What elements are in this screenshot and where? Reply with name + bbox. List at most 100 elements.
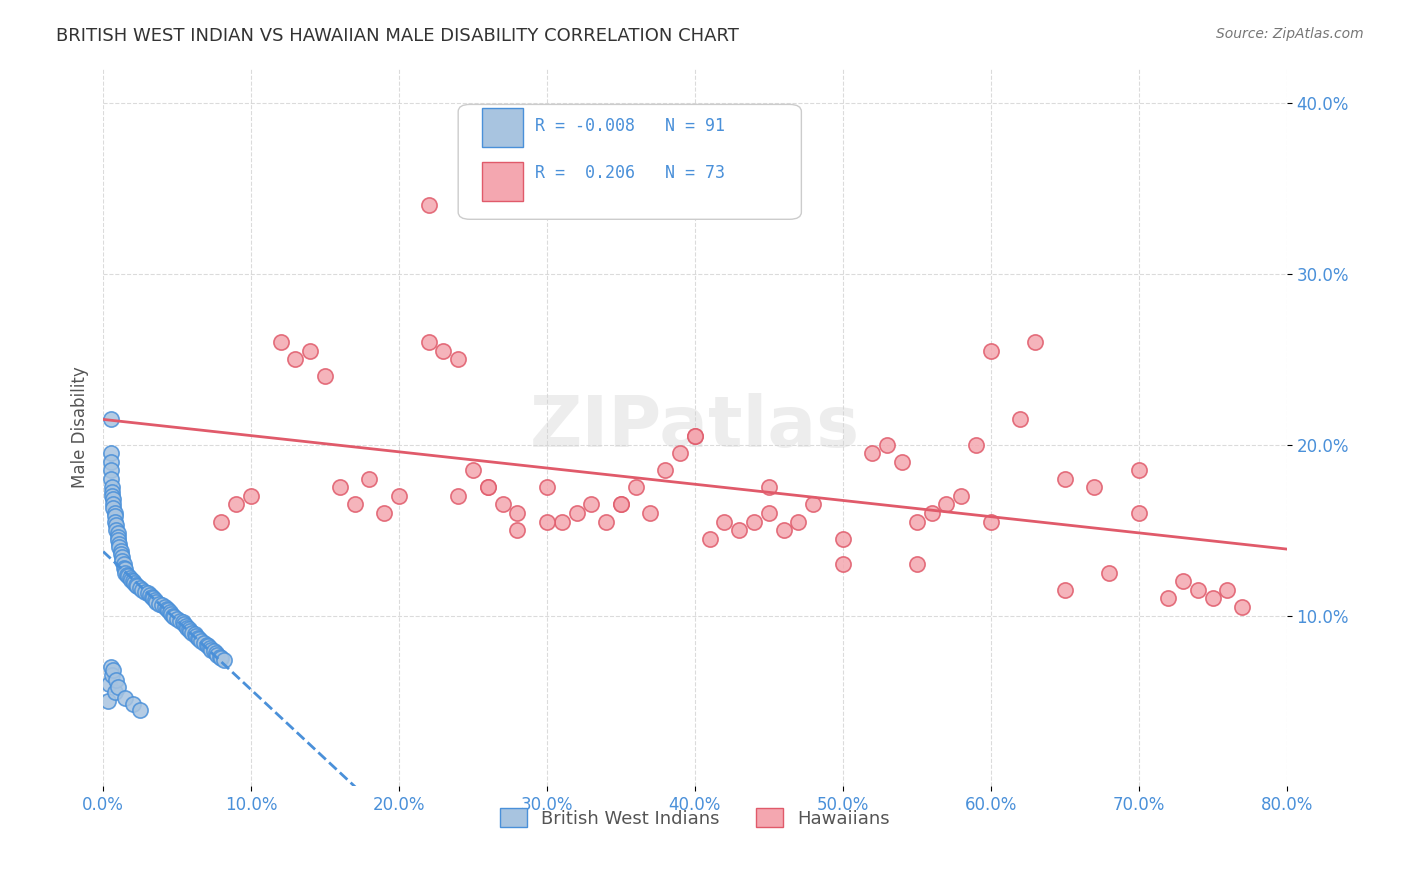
Legend: British West Indians, Hawaiians: British West Indians, Hawaiians	[492, 801, 897, 835]
Point	[114, 690, 136, 705]
Point	[787, 515, 810, 529]
Point	[103, 497, 125, 511]
Point	[1053, 582, 1076, 597]
Point	[699, 532, 721, 546]
Point	[1187, 582, 1209, 597]
Point	[536, 480, 558, 494]
Point	[103, 500, 125, 515]
Point	[1171, 574, 1194, 589]
Text: Source: ZipAtlas.com: Source: ZipAtlas.com	[1216, 27, 1364, 41]
Text: R = -0.008   N = 91: R = -0.008 N = 91	[536, 117, 725, 135]
Point	[831, 532, 853, 546]
Point	[145, 595, 167, 609]
Point	[121, 698, 143, 712]
Point	[114, 566, 136, 580]
Point	[148, 597, 170, 611]
Point	[669, 446, 692, 460]
Point	[506, 506, 529, 520]
Point	[876, 437, 898, 451]
Point	[184, 627, 207, 641]
Point	[1098, 566, 1121, 580]
Point	[581, 497, 603, 511]
Point	[935, 497, 957, 511]
Point	[190, 634, 212, 648]
Point	[1157, 591, 1180, 606]
Point	[186, 629, 208, 643]
FancyBboxPatch shape	[458, 104, 801, 219]
Point	[610, 497, 633, 511]
Point	[359, 472, 381, 486]
Point	[100, 660, 122, 674]
Point	[101, 480, 124, 494]
Point	[1053, 472, 1076, 486]
Point	[299, 343, 322, 358]
Point	[905, 515, 928, 529]
Point	[98, 677, 121, 691]
Point	[208, 649, 231, 664]
Point	[980, 515, 1002, 529]
Point	[187, 631, 209, 645]
Point	[169, 614, 191, 628]
Point	[105, 523, 128, 537]
Point	[772, 523, 794, 537]
Point	[108, 540, 131, 554]
Point	[1128, 506, 1150, 520]
Point	[447, 489, 470, 503]
Point	[1216, 582, 1239, 597]
Point	[101, 489, 124, 503]
Point	[506, 523, 529, 537]
Point	[163, 610, 186, 624]
Point	[110, 547, 132, 561]
Point	[104, 506, 127, 520]
Point	[728, 523, 751, 537]
Point	[640, 506, 662, 520]
Point	[551, 515, 574, 529]
Point	[104, 515, 127, 529]
Point	[742, 515, 765, 529]
Point	[107, 533, 129, 548]
Point	[1083, 480, 1105, 494]
Point	[150, 599, 173, 613]
Text: R =  0.206   N = 73: R = 0.206 N = 73	[536, 163, 725, 182]
Point	[921, 506, 943, 520]
Point	[461, 463, 484, 477]
Point	[166, 612, 188, 626]
Y-axis label: Male Disability: Male Disability	[72, 367, 89, 489]
Point	[103, 663, 125, 677]
Point	[1024, 334, 1046, 349]
Point	[214, 653, 236, 667]
Point	[758, 506, 780, 520]
Point	[177, 622, 200, 636]
Point	[950, 489, 973, 503]
Point	[477, 480, 499, 494]
Point	[108, 537, 131, 551]
Point	[202, 644, 225, 658]
Point	[200, 642, 222, 657]
Point	[107, 530, 129, 544]
Point	[129, 581, 152, 595]
Point	[683, 429, 706, 443]
Point	[758, 480, 780, 494]
Point	[134, 584, 156, 599]
Point	[491, 497, 513, 511]
Point	[1128, 463, 1150, 477]
Point	[683, 429, 706, 443]
Point	[343, 497, 366, 511]
Point	[100, 463, 122, 477]
Point	[204, 646, 226, 660]
Point	[713, 515, 735, 529]
Point	[180, 625, 202, 640]
Point	[100, 455, 122, 469]
Point	[831, 558, 853, 572]
Point	[104, 509, 127, 524]
Point	[211, 651, 233, 665]
Point	[107, 681, 129, 695]
Point	[118, 571, 141, 585]
Point	[122, 576, 145, 591]
Point	[111, 550, 134, 565]
Point	[179, 624, 201, 638]
Point	[654, 463, 676, 477]
Point	[160, 607, 183, 621]
Point	[447, 352, 470, 367]
Point	[100, 412, 122, 426]
